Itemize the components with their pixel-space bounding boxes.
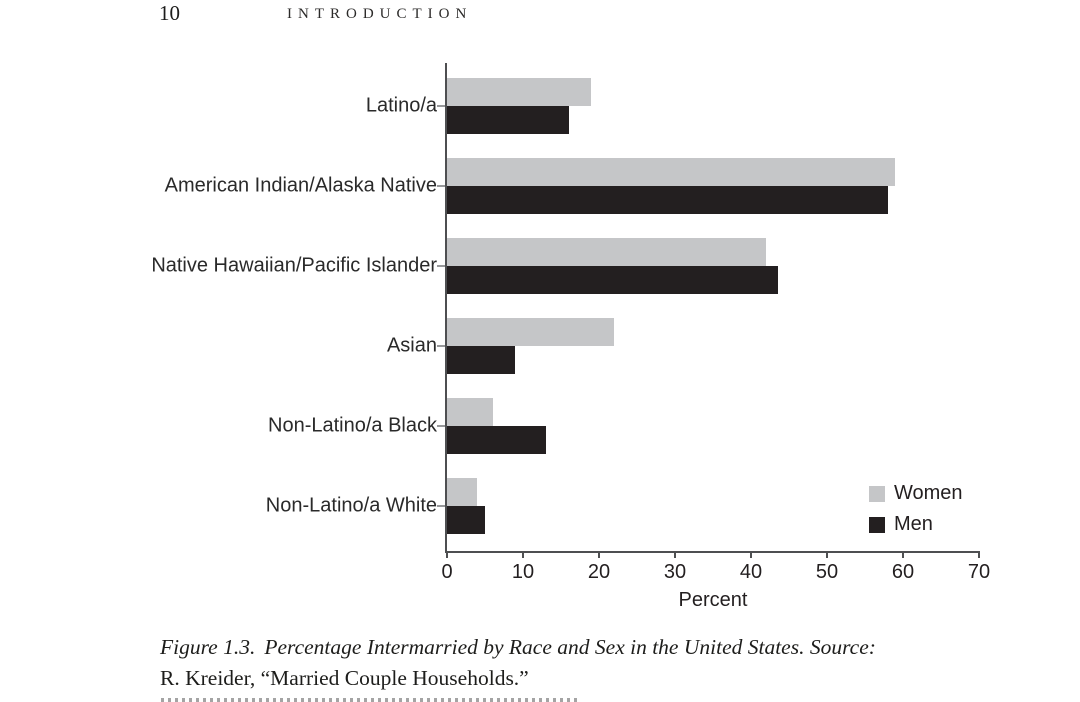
x-axis-tick [522,551,524,558]
legend: Women Men [869,482,963,544]
category-label: Native Hawaiian/Pacific Islander [151,254,437,277]
x-axis-tick [750,551,752,558]
figure-title: Percentage Intermarried by Race and Sex … [264,635,876,659]
x-axis-tick [978,551,980,558]
running-head: INTRODUCTION [287,6,473,22]
caption-line-1: Figure 1.3. Percentage Intermarried by Ra… [160,632,960,663]
bar-men-5 [447,506,485,534]
bar-women-4 [447,398,493,426]
legend-entry-men: Men [869,513,963,536]
x-tick-label: 50 [815,561,839,583]
bar-women-2 [447,238,766,266]
women-swatch [869,485,885,502]
x-axis-tick [826,551,828,558]
x-axis-tick [902,551,904,558]
category-tick [437,265,445,267]
category-tick [437,345,445,347]
x-tick-label: 10 [511,561,535,583]
x-axis-tick [446,551,448,558]
bar-women-1 [447,158,895,186]
legend-entry-women: Women [869,482,963,505]
category-tick [437,425,445,427]
caption-line-2: R. Kreider, “Married Couple Households.” [160,666,529,690]
men-swatch [869,516,885,533]
figure-number: Figure 1.3. [160,635,256,659]
x-tick-label: 30 [663,561,687,583]
x-tick-label: 70 [967,561,991,583]
bar-men-3 [447,346,515,374]
category-label: Non-Latino/a Black [268,414,437,437]
category-label: Latino/a [365,94,437,117]
x-tick-label: 40 [739,561,763,583]
page-number: 10 [159,1,180,25]
bar-men-2 [447,266,778,294]
category-label-layer: Latino/a American Indian/Alaska Native Nat… [0,63,437,551]
bar-women-3 [447,318,614,346]
category-label: Asian [386,334,437,357]
legend-label-women: Women [894,482,963,504]
plot-area: Percent 0 10 20 30 40 50 60 70 [437,63,990,611]
category-tick [437,185,445,187]
x-tick-label: 60 [891,561,915,583]
bar-women-0 [447,78,591,106]
bar-men-4 [447,426,546,454]
category-tick [437,105,445,107]
legend-label-men: Men [894,513,933,535]
bar-women-5 [447,478,477,506]
x-axis-tick [598,551,600,558]
category-label: Non-Latino/a White [265,494,437,517]
category-label: American Indian/Alaska Native [164,174,437,197]
category-tick [437,505,445,507]
cropped-text-line [161,698,581,702]
x-axis-title: Percent [678,589,748,611]
bar-men-0 [447,106,569,134]
x-tick-label: 20 [587,561,611,583]
x-axis-tick [674,551,676,558]
figure-caption: Figure 1.3. Percentage Intermarried by Ra… [160,632,960,694]
x-tick-label: 0 [441,561,453,583]
bar-men-1 [447,186,888,214]
